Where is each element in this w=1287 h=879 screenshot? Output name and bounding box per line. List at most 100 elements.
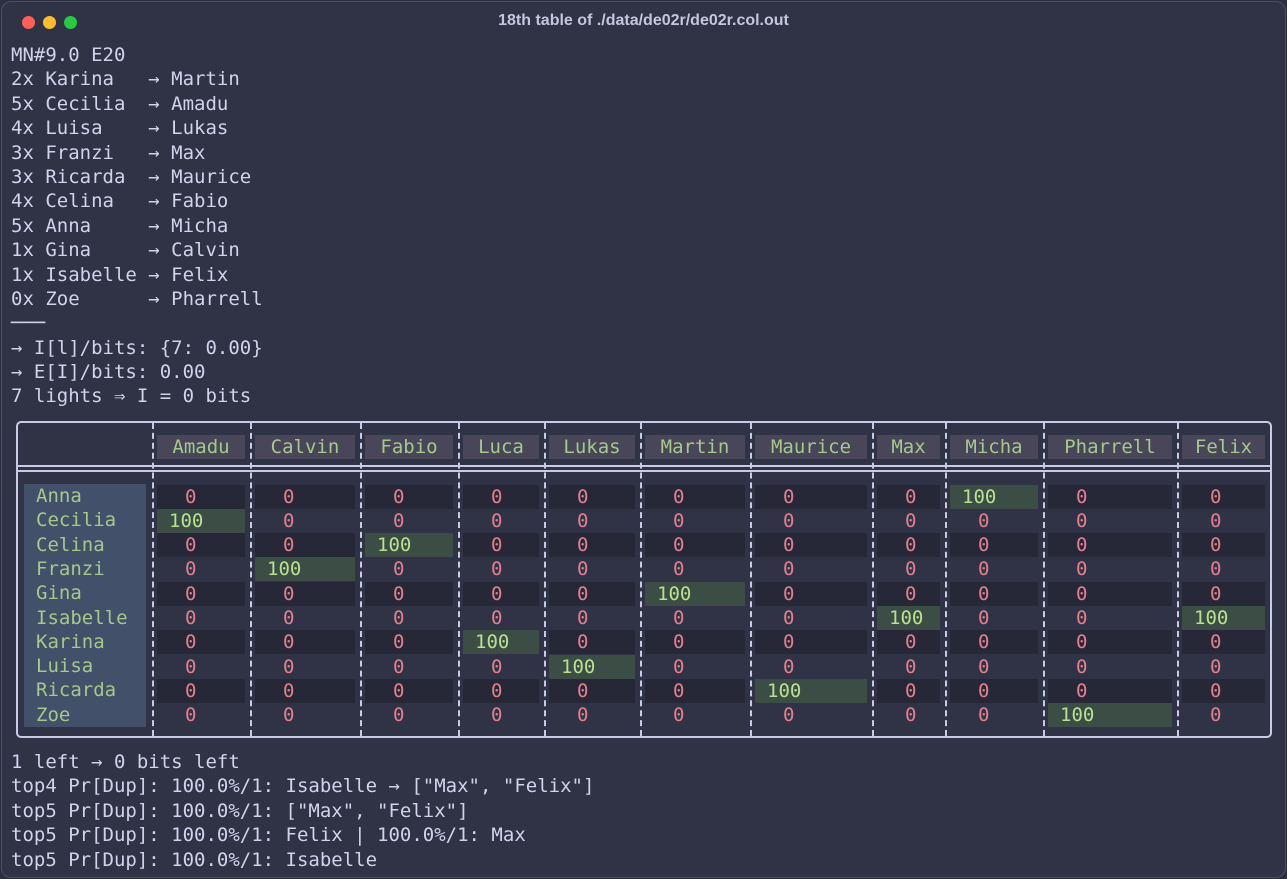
table-cell: 0 <box>877 630 940 655</box>
table-cell: 0 <box>1210 704 1222 727</box>
terminal-line: 2x Karina → Martin <box>11 68 240 91</box>
column-header: Maurice <box>755 435 867 459</box>
table-cell-highlight: 100 <box>365 533 453 558</box>
terminal-line: 4x Luisa → Lukas <box>11 117 229 140</box>
table-cell: 0 <box>255 581 355 606</box>
table-cell-highlight: 100 <box>157 508 245 533</box>
table-cell: 0 <box>978 704 990 727</box>
column-header: Amadu <box>157 435 245 459</box>
table-cell: 0 <box>283 509 295 532</box>
table-cell: 0 <box>783 607 795 629</box>
table-cell: 0 <box>645 484 745 509</box>
table-cell: 0 <box>1182 581 1265 606</box>
table-cell-highlight: 100 <box>549 654 635 679</box>
column-separator <box>360 423 362 736</box>
table-cell: 0 <box>365 581 453 606</box>
column-separator <box>458 423 460 736</box>
terminal-line: 0x Zoe → Pharrell <box>11 287 263 310</box>
table-cell: 0 <box>491 607 503 629</box>
table-cell: 0 <box>950 581 1038 606</box>
table-cell: 0 <box>1076 655 1088 678</box>
table-cell: 0 <box>950 630 1038 655</box>
row-label: Franzi <box>36 557 105 580</box>
table-cell: 0 <box>877 581 940 606</box>
header-separator-1 <box>18 465 1270 467</box>
table-cell: 0 <box>157 678 245 703</box>
table-cell: 0 <box>877 678 940 703</box>
table-cell: 0 <box>1048 581 1172 606</box>
table-cell: 0 <box>978 655 990 678</box>
column-header: Micha <box>950 435 1038 459</box>
table-cell: 0 <box>549 630 635 655</box>
table-cell-highlight: 100 <box>463 630 539 655</box>
table-cell: 0 <box>950 678 1038 703</box>
row-label: Cecilia <box>36 509 117 532</box>
table-cell: 0 <box>950 533 1038 558</box>
row-label: Zoe <box>36 703 71 726</box>
minimize-button[interactable] <box>43 16 56 29</box>
table-cell: 0 <box>1182 630 1265 655</box>
table-cell: 0 <box>645 678 745 703</box>
table-cell: 0 <box>1048 630 1172 655</box>
table-cell: 0 <box>185 558 197 581</box>
table-cell: 0 <box>185 704 197 727</box>
table-cell-highlight: 100 <box>877 606 940 630</box>
table-cell: 0 <box>491 704 503 727</box>
table-cell: 0 <box>463 484 539 509</box>
table-cell: 0 <box>549 581 635 606</box>
terminal-line: top5 Pr[Dup]: 100.0%/1: ["Max", "Felix"] <box>11 799 469 822</box>
table-cell: 0 <box>255 630 355 655</box>
close-button[interactable] <box>22 16 35 29</box>
table-cell: 0 <box>1210 509 1222 532</box>
table-cell: 0 <box>577 509 589 532</box>
row-label: Isabelle <box>36 606 128 629</box>
table-cell: 0 <box>157 630 245 655</box>
table-cell: 0 <box>255 533 355 558</box>
table-cell: 0 <box>283 655 295 678</box>
column-separator <box>945 423 947 736</box>
column-header: Max <box>877 435 940 459</box>
table-cell: 0 <box>491 509 503 532</box>
table-cell: 0 <box>978 607 990 629</box>
table-cell: 0 <box>157 533 245 558</box>
terminal-line: top4 Pr[Dup]: 100.0%/1: Isabelle → ["Max… <box>11 775 595 798</box>
table-cell: 0 <box>673 655 685 678</box>
column-separator <box>152 423 154 736</box>
column-separator <box>544 423 546 736</box>
table-cell: 0 <box>755 581 867 606</box>
table-cell-highlight: 100 <box>1048 703 1172 728</box>
row-label: Anna <box>36 485 82 507</box>
column-header: Pharrell <box>1048 435 1172 459</box>
column-separator <box>640 423 642 736</box>
table-cell: 0 <box>463 581 539 606</box>
terminal-line: 5x Anna → Micha <box>11 214 229 237</box>
table-cell: 0 <box>755 484 867 509</box>
table-cell: 0 <box>1182 678 1265 703</box>
terminal-line: → E[I]/bits: 0.00 <box>11 361 206 384</box>
terminal-line: top5 Pr[Dup]: 100.0%/1: Felix | 100.0%/1… <box>11 824 526 847</box>
table-cell: 0 <box>365 678 453 703</box>
table-cell: 0 <box>783 509 795 532</box>
maximize-button[interactable] <box>64 16 77 29</box>
table-cell: 0 <box>1076 509 1088 532</box>
table-cell-highlight: 100 <box>1182 606 1265 630</box>
terminal-output-top: MN#9.0 E20 2x Karina → Martin 5x Cecilia →… <box>11 43 263 409</box>
table-cell: 0 <box>283 704 295 727</box>
table-cell: 0 <box>577 704 589 727</box>
terminal-line: ─── <box>11 312 46 335</box>
table-cell: 0 <box>645 533 745 558</box>
table-cell: 0 <box>877 484 940 509</box>
window-title: 18th table of ./data/de02r/de02r.col.out <box>498 12 789 29</box>
terminal-line: 1 left → 0 bits left <box>11 751 240 773</box>
table-cell: 0 <box>1210 655 1222 678</box>
table-cell: 0 <box>1210 558 1222 581</box>
column-separator <box>1043 423 1045 736</box>
terminal-output-bottom: 1 left → 0 bits left top4 Pr[Dup]: 100.0%… <box>11 750 594 872</box>
table-cell: 0 <box>549 678 635 703</box>
header-separator-2 <box>18 470 1270 472</box>
table-cell: 0 <box>255 678 355 703</box>
table-cell: 0 <box>905 655 917 678</box>
table-cell: 0 <box>673 509 685 532</box>
table-cell: 0 <box>673 607 685 629</box>
table-cell: 0 <box>877 533 940 558</box>
